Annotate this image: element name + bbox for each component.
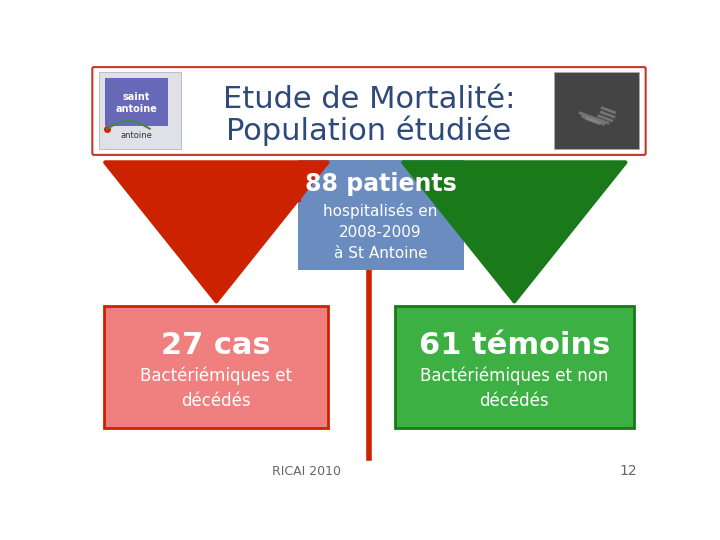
Text: 88 patients: 88 patients (305, 172, 456, 196)
Text: Population étudiée: Population étudiée (226, 115, 512, 145)
Text: antoine: antoine (120, 131, 153, 140)
FancyBboxPatch shape (395, 306, 634, 428)
Text: 61 témoins: 61 témoins (418, 332, 610, 360)
FancyBboxPatch shape (92, 67, 646, 155)
Text: 12: 12 (620, 464, 637, 478)
Text: Bactériémiques et non
décédés: Bactériémiques et non décédés (420, 367, 608, 410)
FancyBboxPatch shape (104, 306, 328, 428)
FancyBboxPatch shape (297, 159, 464, 271)
FancyBboxPatch shape (104, 78, 168, 126)
Text: Etude de Mortalité:: Etude de Mortalité: (222, 85, 516, 114)
Text: hospitalisés en
2008-2009
à St Antoine: hospitalisés en 2008-2009 à St Antoine (323, 203, 438, 261)
Text: Bactériémiques et
décédés: Bactériémiques et décédés (140, 367, 292, 410)
Text: saint
antoine: saint antoine (116, 92, 158, 114)
Text: RICAI 2010: RICAI 2010 (272, 465, 341, 478)
Text: 27 cas: 27 cas (161, 332, 271, 360)
FancyBboxPatch shape (554, 72, 639, 148)
FancyBboxPatch shape (99, 72, 181, 148)
